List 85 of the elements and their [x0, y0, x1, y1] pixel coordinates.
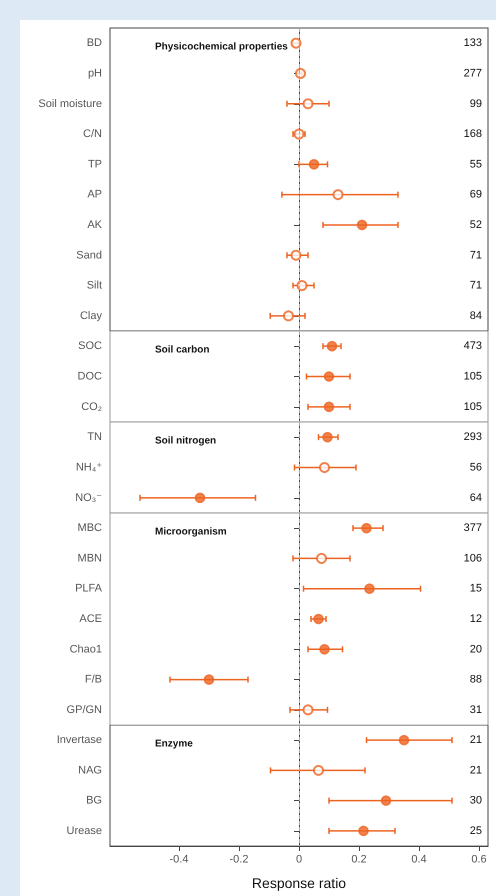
text: Enzyme	[155, 738, 194, 750]
y2-tick-label: 293	[464, 431, 482, 444]
point	[316, 552, 327, 564]
point	[332, 189, 344, 200]
y2-tick-label: 99	[470, 98, 482, 110]
point	[319, 644, 330, 654]
y-tick-label: F/B	[84, 673, 102, 686]
x-tick-label: -0.4	[170, 853, 188, 866]
y2-tick-label: 105	[464, 400, 482, 413]
point	[313, 764, 324, 776]
y2-tick-label: 52	[470, 218, 482, 231]
y-tick-label: Soil moisture	[38, 98, 102, 110]
point	[358, 825, 369, 836]
y2-tick-label: 12	[470, 612, 482, 625]
x-tick-label: 0	[296, 853, 302, 866]
y-tick-label: Clay	[80, 310, 102, 322]
text: Microorganism	[155, 526, 227, 538]
y-tick-label: PLFA	[75, 582, 103, 594]
y-tick-label: C/N	[83, 128, 102, 140]
text: Soil carbon	[155, 344, 210, 356]
x-tick-label: 0.2	[351, 853, 367, 866]
y2-tick-label: 30	[470, 794, 482, 806]
y2-tick-label: 88	[470, 673, 482, 686]
y2-tick-label: 25	[470, 824, 482, 837]
y-tick-label: Urease	[66, 824, 102, 837]
y-tick-label: pH	[88, 67, 102, 80]
y-tick-label: GP/GN	[66, 704, 102, 716]
text: Physicochemical properties	[155, 42, 288, 53]
point	[380, 795, 392, 806]
x-tick-label: -0.2	[230, 853, 248, 866]
point	[364, 583, 375, 594]
point	[302, 704, 314, 716]
y2-tick-label: 377	[464, 522, 482, 534]
y2-tick-label: 106	[464, 552, 482, 564]
y-tick-label: DOC	[78, 370, 102, 382]
y2-tick-label: 84	[470, 310, 482, 322]
text: Soil nitrogen	[155, 435, 216, 446]
y-tick-label: CO₂	[81, 400, 102, 413]
y-tick-label: SOC	[78, 340, 102, 352]
y2-tick-label: 71	[470, 249, 482, 262]
y-tick-label: AK	[87, 218, 103, 231]
point	[283, 310, 294, 322]
y-tick-label: NH₄⁺	[76, 461, 102, 474]
point	[290, 250, 302, 261]
y-tick-label: Invertase	[56, 734, 102, 746]
y-tick-label: MBC	[78, 522, 102, 534]
y-tick-label: MBN	[78, 552, 102, 564]
y2-tick-label: 105	[464, 370, 482, 382]
x-tick-label: 0.6	[471, 853, 487, 866]
y2-tick-label: 15	[470, 582, 482, 594]
y-tick-label: ACE	[79, 612, 102, 625]
y-tick-label: NO₃⁻	[75, 492, 102, 504]
point	[295, 68, 306, 79]
y2-tick-label: 55	[470, 158, 482, 170]
y2-tick-label: 21	[470, 764, 482, 776]
y-tick-label: BD	[86, 37, 102, 50]
point	[308, 159, 320, 170]
y-tick-label: BG	[86, 794, 102, 806]
point	[204, 674, 214, 685]
y2-tick-label: 20	[470, 643, 482, 656]
x-tick-label: 0.4	[411, 853, 427, 866]
y2-tick-label: 168	[464, 128, 482, 140]
y-tick-label: Chao1	[70, 643, 102, 656]
point	[296, 280, 308, 292]
y-tick-label: TN	[87, 431, 102, 444]
point	[302, 98, 314, 110]
point	[361, 522, 372, 534]
y2-tick-label: 473	[464, 340, 482, 352]
y2-tick-label: 31	[470, 704, 482, 716]
y2-tick-label: 133	[464, 37, 482, 50]
y2-tick-label: 64	[470, 492, 482, 504]
y2-tick-label: 56	[470, 461, 482, 474]
y2-tick-label: 21	[470, 734, 482, 746]
point	[313, 613, 324, 624]
y-tick-label: TP	[88, 158, 102, 170]
y2-tick-label: 277	[464, 67, 482, 80]
y-tick-label: Sand	[76, 249, 102, 262]
y2-tick-label: 71	[470, 280, 482, 292]
point	[398, 734, 410, 746]
x-axis-title: Response ratio	[252, 874, 346, 891]
y-tick-label: AP	[87, 188, 102, 201]
point	[356, 220, 368, 230]
y-tick-label: Silt	[86, 280, 102, 292]
y-tick-label: NAG	[78, 764, 102, 776]
y2-tick-label: 69	[470, 188, 482, 201]
